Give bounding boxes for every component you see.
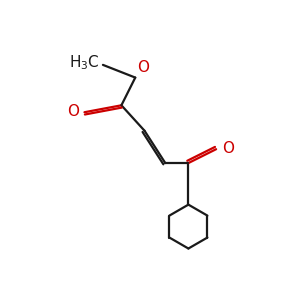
Text: O: O <box>67 103 79 118</box>
Text: H$_3$C: H$_3$C <box>69 53 100 72</box>
Text: O: O <box>138 60 150 75</box>
Text: O: O <box>222 140 234 155</box>
